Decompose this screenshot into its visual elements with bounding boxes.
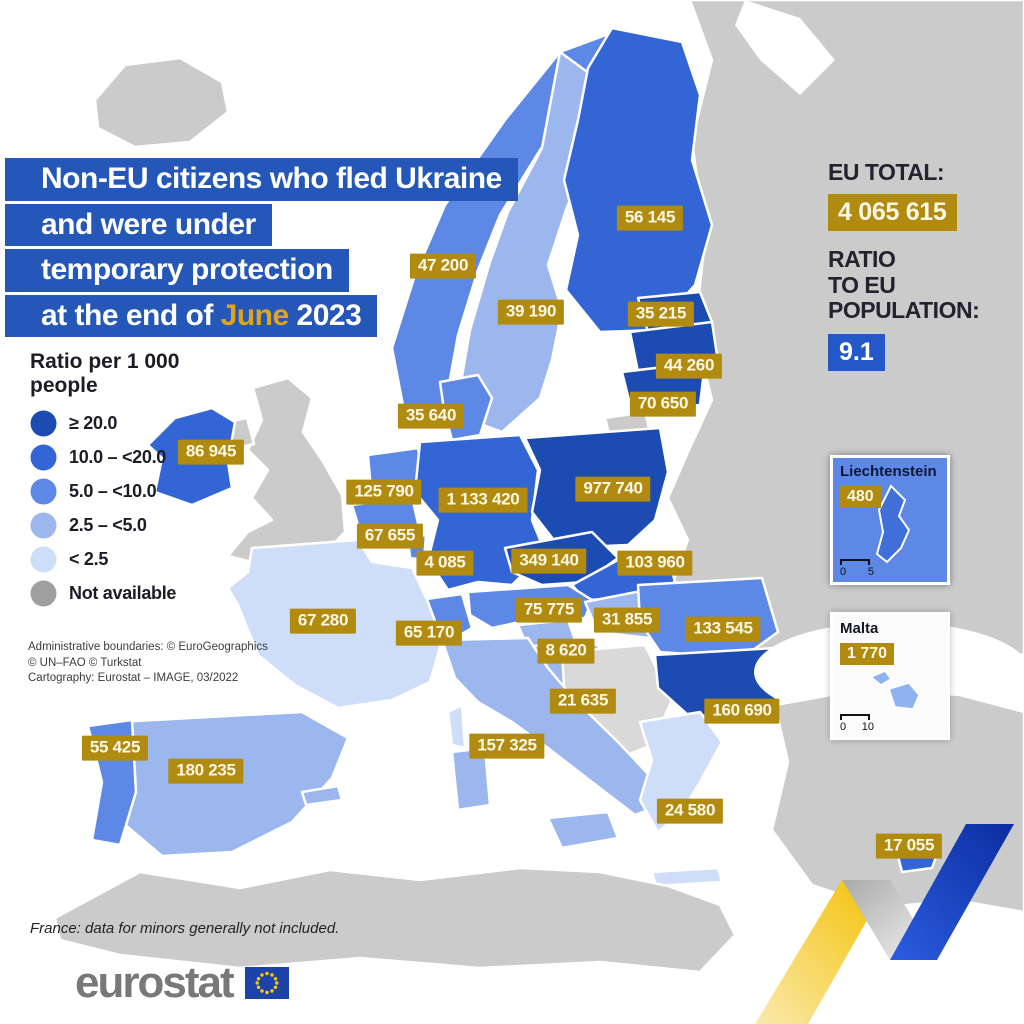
value-label-czechia: 349 140 — [511, 548, 587, 574]
legend-item-lt2.5: < 2.5 — [30, 546, 179, 573]
value-label-denmark: 35 640 — [397, 403, 465, 429]
value-label-lithuania: 70 650 — [629, 391, 697, 417]
eu-flag-icon — [244, 967, 289, 999]
value-label-italy: 157 325 — [469, 733, 545, 759]
value-label-slovakia: 103 960 — [617, 550, 693, 576]
legend-item-not-available: Not available — [30, 580, 179, 607]
country-finland — [562, 26, 714, 334]
eu-total-label: EU TOTAL: — [828, 159, 945, 185]
ratio-value: 9.1 — [828, 334, 885, 371]
region-corsica — [446, 703, 467, 750]
legend-swatch-5to10 — [30, 478, 57, 505]
malta-shape — [869, 670, 920, 710]
value-label-norway: 47 200 — [409, 253, 477, 279]
value-label-latvia: 44 260 — [655, 353, 723, 379]
value-label-belgium: 67 655 — [356, 523, 424, 549]
value-label-hungary: 31 855 — [593, 607, 661, 633]
eurostat-wordmark: eurostat — [75, 958, 235, 1007]
ribbon-yellow-band — [755, 880, 890, 1024]
ratio-label: RATIO TO EU POPULATION: — [828, 245, 980, 324]
legend: Ratio per 1 000 people ≥ 20.0 10.0 – <20… — [30, 350, 179, 614]
value-label-sweden: 39 190 — [497, 299, 565, 325]
stats-panel: EU TOTAL: 4 065 615 RATIO TO EU POPULATI… — [828, 159, 980, 371]
value-label-poland: 977 740 — [575, 476, 651, 502]
legend-swatch-not-available — [30, 580, 57, 607]
value-label-greece: 24 580 — [656, 798, 724, 824]
value-label-switzerland: 65 170 — [395, 620, 463, 646]
legend-item-ge20: ≥ 20.0 — [30, 410, 179, 437]
value-label-bulgaria: 160 690 — [704, 698, 780, 724]
value-label-romania: 133 545 — [685, 616, 761, 642]
value-label-estonia: 35 215 — [627, 301, 695, 327]
country-iceland — [93, 56, 230, 149]
title-line-1: Non-EU citizens who fled Ukraine — [5, 158, 518, 201]
malta-scale-bar: 0 10 — [840, 714, 874, 733]
region-crete — [650, 866, 724, 888]
value-label-liechtenstein: 480 — [840, 486, 881, 508]
value-label-malta: 1 770 — [840, 643, 895, 665]
legend-item-10to20: 10.0 – <20.0 — [30, 444, 179, 471]
legend-heading: Ratio per 1 000 people — [30, 350, 180, 398]
legend-item-2.5to5: 2.5 – <5.0 — [30, 512, 179, 539]
value-label-croatia: 21 635 — [549, 688, 617, 714]
title-month-accent: June — [220, 298, 290, 332]
value-label-portugal: 55 425 — [81, 735, 149, 761]
region-north-africa — [53, 866, 737, 974]
value-label-austria: 75 775 — [515, 597, 583, 623]
value-label-netherlands: 125 790 — [346, 479, 422, 505]
liechtenstein-shape — [875, 484, 911, 564]
value-label-spain: 180 235 — [168, 758, 244, 784]
title-block: Non-EU citizens who fled Ukraine and wer… — [5, 158, 518, 340]
footnote-text: France: data for minors generally not in… — [30, 920, 340, 937]
white-sea-inlet — [735, 0, 835, 95]
value-label-germany: 1 133 420 — [438, 487, 528, 513]
value-label-finland: 56 145 — [616, 205, 684, 231]
legend-swatch-10to20 — [30, 444, 57, 471]
attribution-text: Administrative boundaries: © EuroGeograp… — [28, 641, 268, 685]
value-label-ireland: 86 945 — [177, 439, 245, 465]
title-line-4: at the end of June 2023 — [5, 294, 378, 337]
eu-total-value: 4 065 615 — [828, 193, 957, 231]
value-label-slovenia: 8 620 — [537, 638, 595, 664]
value-label-france: 67 280 — [289, 608, 357, 634]
legend-swatch-lt2.5 — [30, 546, 57, 573]
title-line-2: and were under — [5, 203, 272, 246]
legend-swatch-ge20 — [30, 410, 57, 437]
eurostat-logo: eurostat — [75, 958, 289, 1008]
title-line-3: temporary protection — [5, 249, 349, 292]
region-sicily — [546, 810, 620, 850]
region-balearics — [300, 784, 344, 807]
legend-swatch-2.5to5 — [30, 512, 57, 539]
inset-malta: Malta 1 770 0 10 — [830, 612, 950, 740]
ribbon-blue-band — [890, 824, 1014, 960]
legend-item-5to10: 5.0 – <10.0 — [30, 478, 179, 505]
value-label-luxembourg: 4 085 — [416, 550, 474, 576]
value-label-cyprus: 17 055 — [875, 833, 943, 859]
